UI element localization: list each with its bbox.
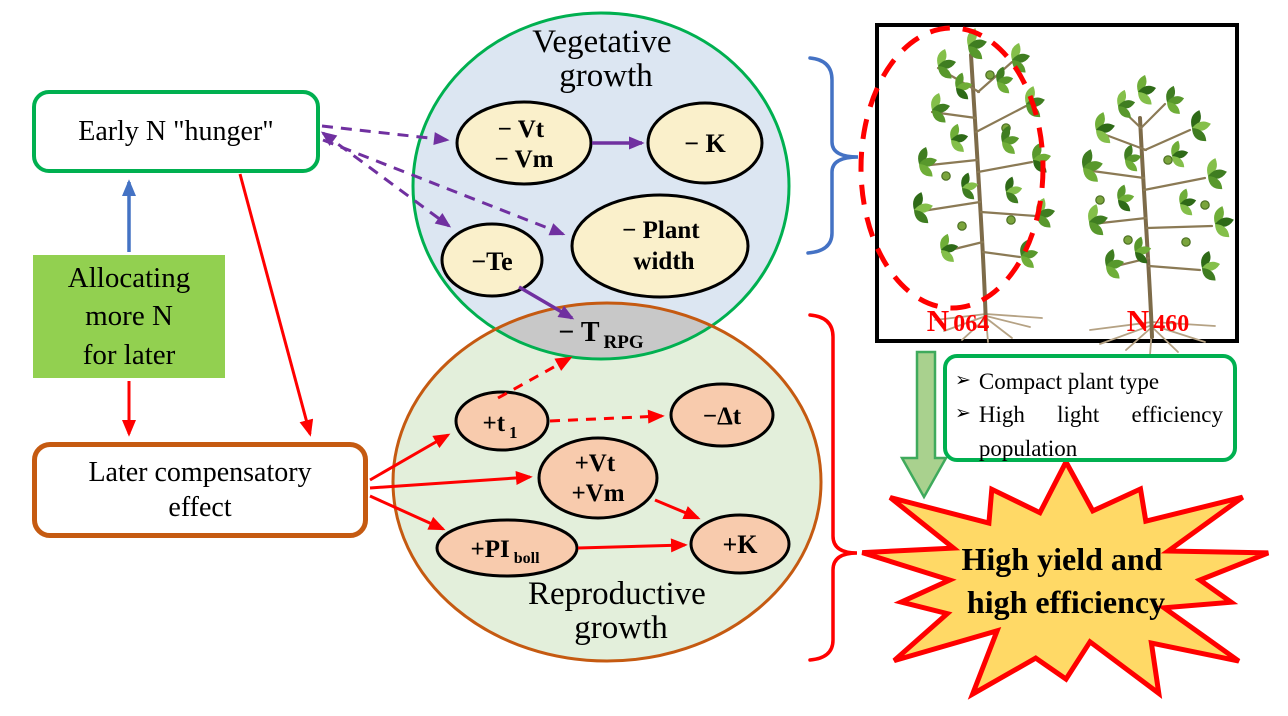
arrow-bullet-icon: ➢ <box>955 369 971 391</box>
outcome-bullets-box: ➢ Compact plant type ➢ High light effici… <box>943 354 1237 462</box>
brace-vegetative <box>806 56 859 255</box>
reproductive-title: Reproductive growth <box>528 576 714 646</box>
starburst-text: High yield and high efficiency <box>962 541 1171 620</box>
svg-text:− Plant width: − Plant width <box>622 217 706 275</box>
arrow-t1-to-trpg <box>497 356 573 400</box>
later-compensatory-box: Later compensatory effect <box>32 442 368 538</box>
arrow-te-to-trpg <box>518 285 575 320</box>
arrow-piboll-to-plus-k <box>577 538 688 553</box>
node-minus-k: − K <box>646 101 764 185</box>
green-down-arrow <box>899 350 949 500</box>
arrow-later-to-piboll <box>369 494 446 531</box>
node-minus-te: −Te <box>440 222 544 298</box>
svg-text:+t 1: +t 1 <box>482 410 517 442</box>
bullet-item-label: High light efficiency population <box>978 402 1223 461</box>
svg-text:− Vt − Vm: − Vt − Vm <box>495 116 554 173</box>
early-n-hunger-label: Early N "hunger" <box>78 116 274 147</box>
early-n-hunger-box: Early N "hunger" <box>32 90 320 173</box>
arrow-early-to-plant-width <box>322 138 566 236</box>
svg-text:+Vt +Vm: +Vt +Vm <box>571 450 624 507</box>
arrow-early-to-later <box>238 173 314 437</box>
label-n460: N 460 <box>1127 303 1189 338</box>
svg-text:+PI boll: +PI boll <box>470 536 540 567</box>
cotton-plant-n460 <box>1081 74 1234 356</box>
starburst-shape <box>861 456 1270 700</box>
node-minus-vt-vm: − Vt − Vm <box>455 100 593 186</box>
svg-text:−Δt: −Δt <box>703 403 742 430</box>
label-n064: N 064 <box>927 303 989 338</box>
svg-text:+K: +K <box>722 530 758 559</box>
node-plus-t1: +t 1 <box>454 390 550 452</box>
bullet-item: ➢ High light efficiency population <box>955 398 1223 465</box>
allocating-more-n-box: Allocating more N for later <box>33 255 225 378</box>
svg-text:−Te: −Te <box>471 247 512 276</box>
allocating-line-3: for later <box>82 338 176 371</box>
arrow-t1-to-delta-t <box>549 409 665 424</box>
node-minus-plant-width: − Plant width <box>570 193 750 299</box>
node-plus-vt-vm: +Vt +Vm <box>537 436 659 520</box>
allocating-line-2: more N <box>85 300 173 333</box>
bullet-item-label: Compact plant type <box>978 369 1160 394</box>
highlight-dashed-ellipse <box>858 25 1046 311</box>
svg-text:− K: − K <box>684 129 726 158</box>
node-minus-t-rpg: − T RPG <box>558 317 643 353</box>
node-minus-delta-t: −Δt <box>669 382 775 448</box>
bullet-item: ➢ Compact plant type <box>955 365 1223 398</box>
arrow-later-to-t1 <box>369 433 451 482</box>
vegetative-title: Vegetative growth <box>532 24 680 94</box>
reproductive-growth-outline <box>391 301 823 663</box>
allocating-line-1: Allocating <box>67 261 191 294</box>
arrow-bullet-icon: ➢ <box>955 402 971 425</box>
arrow-later-to-vtvm <box>369 470 533 490</box>
arrow-vtvm-to-plus-k <box>654 498 701 520</box>
later-line-1: Later compensatory <box>88 457 312 488</box>
later-line-2: effect <box>168 492 232 523</box>
brace-reproductive <box>808 313 858 662</box>
node-plus-pi-boll: +PI boll <box>435 518 579 578</box>
node-plus-k: +K <box>689 513 791 575</box>
